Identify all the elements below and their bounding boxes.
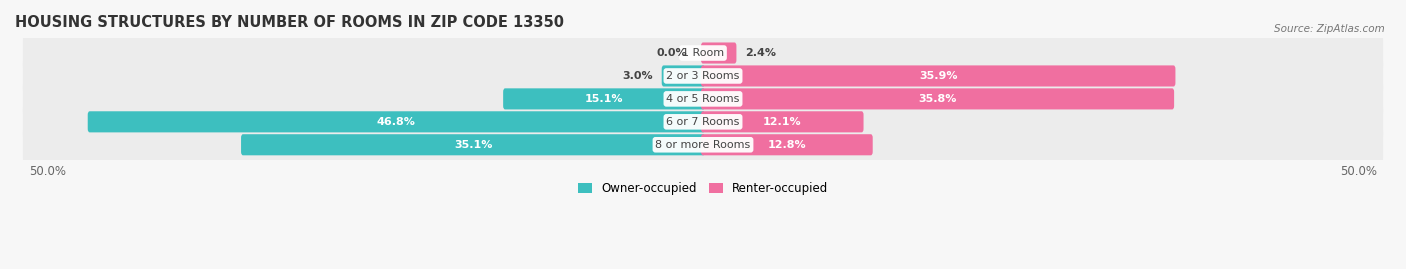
FancyBboxPatch shape	[22, 78, 1384, 120]
FancyBboxPatch shape	[22, 123, 1384, 166]
FancyBboxPatch shape	[503, 88, 704, 109]
Text: 35.9%: 35.9%	[920, 71, 957, 81]
Text: Source: ZipAtlas.com: Source: ZipAtlas.com	[1274, 24, 1385, 34]
FancyBboxPatch shape	[702, 111, 863, 132]
FancyBboxPatch shape	[702, 134, 873, 155]
FancyBboxPatch shape	[22, 101, 1384, 143]
Text: 2.4%: 2.4%	[745, 48, 776, 58]
Text: 2 or 3 Rooms: 2 or 3 Rooms	[666, 71, 740, 81]
Text: 15.1%: 15.1%	[585, 94, 623, 104]
Text: 3.0%: 3.0%	[623, 71, 654, 81]
Text: 12.8%: 12.8%	[768, 140, 806, 150]
Legend: Owner-occupied, Renter-occupied: Owner-occupied, Renter-occupied	[572, 178, 834, 200]
Text: 35.1%: 35.1%	[454, 140, 492, 150]
Text: 0.0%: 0.0%	[657, 48, 688, 58]
Text: 35.8%: 35.8%	[918, 94, 956, 104]
Text: 46.8%: 46.8%	[377, 117, 416, 127]
FancyBboxPatch shape	[662, 65, 704, 87]
FancyBboxPatch shape	[87, 111, 704, 132]
Text: 6 or 7 Rooms: 6 or 7 Rooms	[666, 117, 740, 127]
Text: 4 or 5 Rooms: 4 or 5 Rooms	[666, 94, 740, 104]
Text: 8 or more Rooms: 8 or more Rooms	[655, 140, 751, 150]
FancyBboxPatch shape	[702, 88, 1174, 109]
FancyBboxPatch shape	[240, 134, 704, 155]
FancyBboxPatch shape	[702, 43, 737, 63]
FancyBboxPatch shape	[22, 55, 1384, 97]
Text: 1 Room: 1 Room	[682, 48, 724, 58]
FancyBboxPatch shape	[22, 32, 1384, 74]
Text: HOUSING STRUCTURES BY NUMBER OF ROOMS IN ZIP CODE 13350: HOUSING STRUCTURES BY NUMBER OF ROOMS IN…	[15, 15, 564, 30]
FancyBboxPatch shape	[702, 65, 1175, 87]
Text: 12.1%: 12.1%	[763, 117, 801, 127]
